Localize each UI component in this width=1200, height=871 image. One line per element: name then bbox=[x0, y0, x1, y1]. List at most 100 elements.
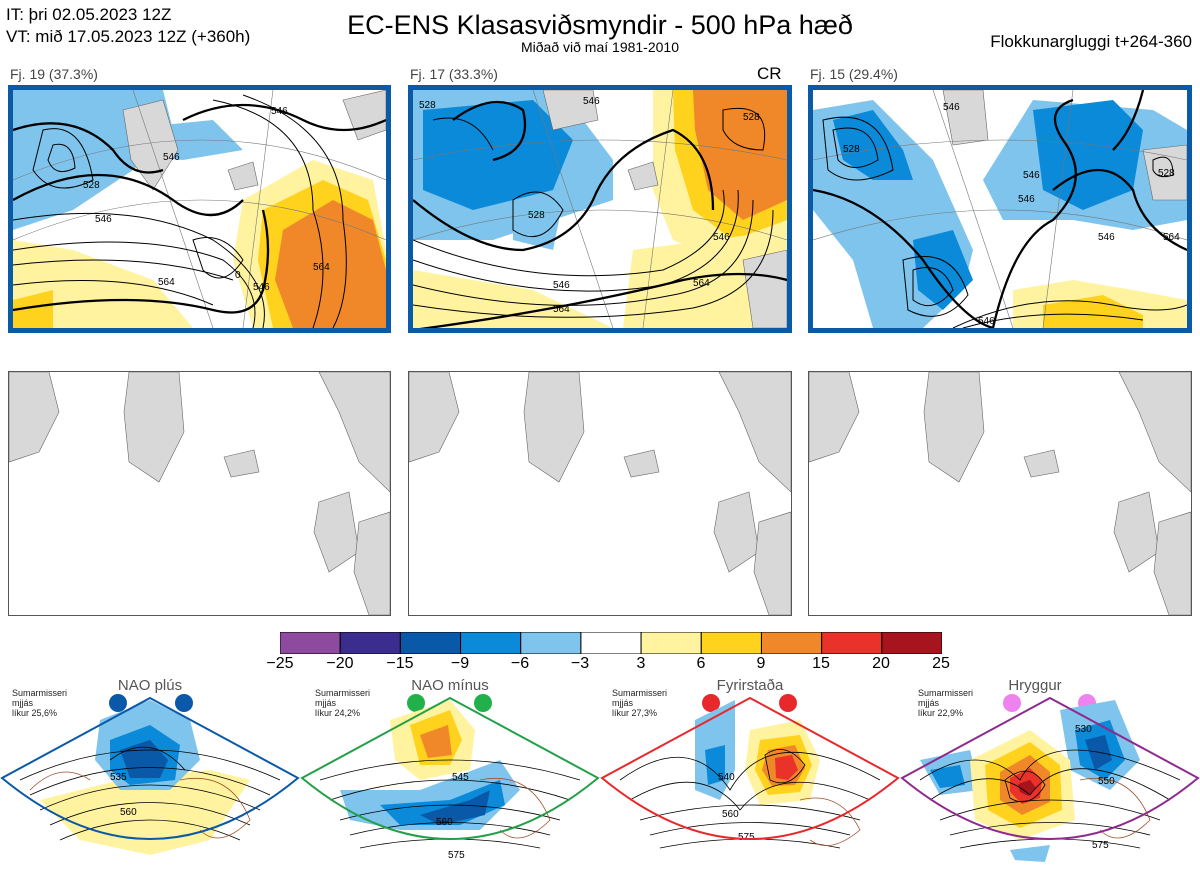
base-map-1 bbox=[8, 371, 391, 616]
colorbar-swatch bbox=[640, 631, 702, 655]
contour-label: 540 bbox=[718, 772, 735, 783]
colorbar-swatches bbox=[279, 631, 943, 655]
colorbar-swatch bbox=[881, 631, 943, 655]
contour-label: 564 bbox=[553, 304, 570, 315]
page-subtitle: Miðað við maí 1981-2010 bbox=[521, 39, 679, 55]
regime-map-nao-minus: 545 560 575 bbox=[300, 694, 600, 861]
colorbar-swatch bbox=[339, 631, 401, 655]
regime-dot bbox=[702, 694, 720, 712]
colorbar-swatch bbox=[460, 631, 522, 655]
contour-label: 546 bbox=[583, 96, 600, 107]
contour-label: 546 bbox=[1018, 194, 1035, 205]
regime-note-2: Sumarmisseri mjjás líkur 24,2% bbox=[315, 688, 371, 718]
regime-dot bbox=[1003, 694, 1021, 712]
colorbar-ticks: −25 −20 −15 −9 −6 −3 3 6 9 15 20 25 bbox=[260, 655, 962, 675]
initial-time: IT: þri 02.05.2023 12Z bbox=[6, 5, 172, 24]
cluster-map-3: 528 546 546 546 546 564 546 528 bbox=[808, 85, 1192, 333]
regime-note-3: Sumarmisseri mjjás líkur 27,3% bbox=[612, 688, 668, 718]
contour-label: 528 bbox=[843, 144, 860, 155]
regime-title-4: Hryggur bbox=[1008, 677, 1062, 694]
base-map-2 bbox=[408, 371, 792, 616]
colorbar-tick: 15 bbox=[812, 655, 830, 672]
contour-label: 564 bbox=[693, 278, 710, 289]
base-map-2-svg bbox=[409, 372, 791, 615]
contour-label: 560 bbox=[436, 817, 453, 828]
contour-label: 546 bbox=[978, 316, 995, 327]
regime-title-2: NAO mínus bbox=[411, 677, 489, 694]
colorbar-swatch bbox=[580, 631, 642, 655]
contour-label: 528 bbox=[83, 180, 100, 191]
page-title: EC-ENS Klasasviðsmyndir - 500 hPa hæð bbox=[347, 10, 853, 40]
contour-label: 535 bbox=[110, 772, 127, 783]
contour-label: 550 bbox=[1098, 776, 1115, 787]
contour-label: 546 bbox=[713, 232, 730, 243]
colorbar-tick: −6 bbox=[510, 655, 530, 672]
regime-dot bbox=[779, 694, 797, 712]
contour-label: 530 bbox=[1075, 724, 1092, 735]
contour-label: 564 bbox=[313, 262, 330, 273]
colorbar-tick: −25 bbox=[266, 655, 294, 672]
colorbar-tick: −20 bbox=[326, 655, 354, 672]
colorbar-swatch bbox=[520, 631, 582, 655]
cluster-map-1-svg: 546 528 546 546 564 564 546 0 bbox=[13, 90, 386, 328]
contour-label: 0 bbox=[235, 270, 241, 281]
colorbar-swatch bbox=[399, 631, 462, 655]
contour-label: 575 bbox=[1092, 840, 1109, 851]
regime-map-nao-plus: 535 560 bbox=[0, 694, 300, 855]
contour-label: 546 bbox=[1098, 232, 1115, 243]
header-info: IT: þri 02.05.2023 12Z VT: mið 17.05.202… bbox=[6, 4, 250, 48]
colorbar-tick: −3 bbox=[570, 655, 590, 672]
cluster-label-3: Fj. 15 (29.4%) bbox=[810, 66, 898, 82]
regime-dot bbox=[175, 694, 193, 712]
contour-label: 546 bbox=[253, 282, 270, 293]
contour-label: 528 bbox=[1158, 168, 1175, 179]
contour-label: 575 bbox=[448, 850, 465, 861]
contour-label: 560 bbox=[722, 809, 739, 820]
contour-label: 546 bbox=[943, 102, 960, 113]
colorbar-swatch bbox=[760, 631, 823, 655]
regime-dot bbox=[109, 694, 127, 712]
regime-note-1: Sumarmisseri mjjás líkur 25,6% bbox=[12, 688, 68, 718]
regime-map-hryggur: 530 550 575 bbox=[900, 694, 1200, 862]
cluster-label-1: Fj. 19 (37.3%) bbox=[10, 66, 98, 82]
cluster-map-2: 528 528 546 546 546 564 564 528 bbox=[408, 85, 792, 333]
regime-frame bbox=[300, 696, 600, 840]
cluster-tag-cr: CR bbox=[757, 64, 782, 83]
colorbar-swatch bbox=[700, 631, 762, 655]
cluster-map-1: 546 528 546 546 564 564 546 0 bbox=[8, 85, 391, 333]
contour-label: 528 bbox=[743, 112, 760, 123]
contour-label: 546 bbox=[163, 152, 180, 163]
regime-map-fyrirstada: 540 560 575 bbox=[600, 694, 900, 849]
colorbar-tick: 25 bbox=[932, 655, 950, 672]
classification-window: Flokkunargluggi t+264-360 bbox=[990, 32, 1192, 51]
base-map-3-svg bbox=[809, 372, 1191, 615]
base-map-1-svg bbox=[9, 372, 390, 615]
regime-dot bbox=[407, 694, 425, 712]
regime-title-3: Fyrirstaða bbox=[716, 677, 784, 694]
contour-label: 564 bbox=[1163, 232, 1180, 243]
valid-time: VT: mið 17.05.2023 12Z (+360h) bbox=[6, 27, 251, 46]
colorbar-swatch bbox=[279, 631, 341, 655]
regime-frame bbox=[0, 696, 300, 840]
base-map-3 bbox=[808, 371, 1192, 616]
colorbar-swatch bbox=[821, 631, 883, 655]
colorbar-tick: −9 bbox=[450, 655, 470, 672]
contour-label: 528 bbox=[419, 100, 436, 111]
colorbar-tick: −15 bbox=[386, 655, 414, 672]
contour-label: 575 bbox=[738, 832, 755, 843]
contour-label: 545 bbox=[452, 772, 469, 783]
colorbar-tick: 3 bbox=[636, 655, 646, 672]
cluster-map-2-svg: 528 528 546 546 546 564 564 528 bbox=[413, 90, 787, 328]
colorbar-tick: 20 bbox=[872, 655, 890, 672]
contour-label: 564 bbox=[158, 277, 175, 288]
regime-note-4: Sumarmisseri mjjás líkur 22,9% bbox=[918, 688, 974, 718]
contour-label: 546 bbox=[271, 106, 288, 117]
contour-label: 528 bbox=[528, 210, 545, 221]
regime-dot bbox=[474, 694, 492, 712]
contour-label: 560 bbox=[120, 807, 137, 818]
cluster-label-2: Fj. 17 (33.3%) bbox=[410, 66, 498, 82]
contour-label: 546 bbox=[553, 280, 570, 291]
cluster-map-3-svg: 528 546 546 546 546 564 546 528 bbox=[813, 90, 1187, 328]
colorbar bbox=[279, 631, 943, 655]
contour-label: 546 bbox=[1023, 170, 1040, 181]
